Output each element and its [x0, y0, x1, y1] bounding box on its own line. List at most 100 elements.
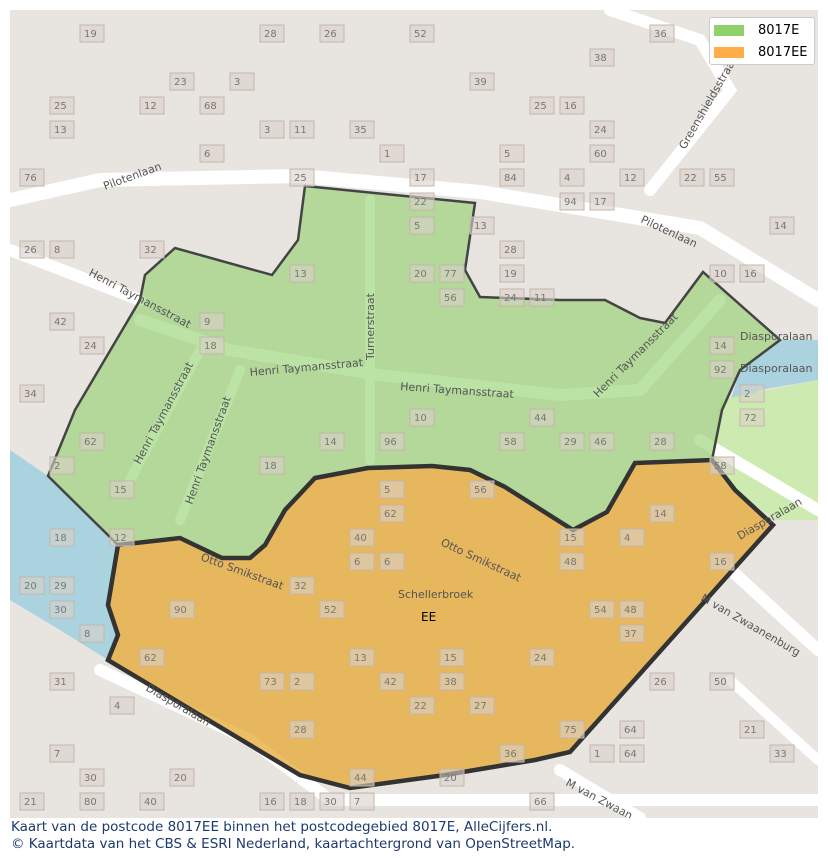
building	[769, 744, 795, 763]
house-number: 48	[624, 605, 637, 616]
house-number: 73	[264, 677, 277, 688]
building	[649, 504, 675, 523]
building	[169, 768, 195, 787]
house-number: 13	[354, 653, 367, 664]
house-number: 25	[294, 173, 307, 184]
house-number: 12	[624, 173, 637, 184]
house-number: 25	[54, 101, 67, 112]
building	[319, 432, 345, 451]
house-number: 52	[414, 29, 427, 40]
house-number: 5	[414, 221, 420, 232]
water	[712, 340, 818, 460]
building	[379, 552, 405, 571]
building	[49, 456, 75, 475]
building	[169, 600, 195, 619]
legend-item: 8017EE	[714, 42, 814, 62]
building	[619, 720, 645, 739]
building	[649, 672, 675, 691]
house-number: 8	[54, 245, 60, 256]
house-number: 18	[204, 341, 217, 352]
building	[559, 96, 585, 115]
building	[709, 672, 735, 691]
legend-label: 8017EE	[758, 44, 808, 60]
building	[139, 648, 165, 667]
building	[319, 24, 345, 43]
caption-attribution[interactable]: © Kaartdata van het CBS & ESRI Nederland…	[11, 836, 576, 852]
house-number: 66	[534, 797, 547, 808]
house-number: 12	[114, 533, 127, 544]
house-number: 6	[384, 557, 390, 568]
house-number: 34	[24, 389, 37, 400]
building	[379, 480, 405, 499]
building	[409, 216, 435, 235]
house-number: 58	[714, 461, 727, 472]
house-number: 19	[84, 29, 97, 40]
house-number: 56	[444, 293, 457, 304]
place-label: Schellerbroek	[398, 588, 474, 601]
house-number: 20	[24, 581, 37, 592]
building	[19, 168, 45, 187]
house-number: 21	[744, 725, 757, 736]
house-number: 7	[354, 797, 360, 808]
building	[709, 168, 735, 187]
building	[139, 792, 165, 811]
house-number: 50	[714, 677, 727, 688]
house-number: 60	[594, 149, 607, 160]
building	[529, 288, 555, 307]
house-number: 20	[444, 773, 457, 784]
building	[649, 432, 675, 451]
caption-title: Kaart van de postcode 8017EE binnen het …	[11, 819, 553, 835]
building	[619, 744, 645, 763]
building	[499, 432, 525, 451]
building	[139, 96, 165, 115]
building	[619, 168, 645, 187]
building	[769, 216, 795, 235]
building	[49, 96, 75, 115]
building	[379, 144, 405, 163]
house-number: 28	[654, 437, 667, 448]
building	[109, 480, 135, 499]
house-number: 94	[564, 197, 577, 208]
building	[349, 768, 375, 787]
house-number: 92	[714, 365, 727, 376]
building	[409, 192, 435, 211]
area-label: EE	[421, 610, 436, 624]
house-number: 16	[714, 557, 727, 568]
house-number: 20	[174, 773, 187, 784]
building	[199, 144, 225, 163]
building	[409, 24, 435, 43]
house-number: 18	[264, 461, 277, 472]
building	[19, 576, 45, 595]
house-number: 14	[774, 221, 787, 232]
building	[49, 744, 75, 763]
building	[289, 120, 315, 139]
house-number: 24	[84, 341, 97, 352]
region-8017EE[interactable]	[105, 457, 777, 791]
building	[79, 432, 105, 451]
building	[469, 72, 495, 91]
building	[469, 216, 495, 235]
house-number: 72	[744, 413, 757, 424]
building	[709, 552, 735, 571]
building	[49, 528, 75, 547]
street-label: Diasporalaan	[740, 362, 813, 375]
house-number: 3	[234, 77, 240, 88]
building	[739, 264, 765, 283]
park	[712, 380, 818, 520]
building	[79, 624, 105, 643]
building	[349, 120, 375, 139]
building	[199, 336, 225, 355]
building	[589, 432, 615, 451]
house-number: 32	[144, 245, 157, 256]
house-number: 22	[414, 197, 427, 208]
map[interactable]: 1416182022242628613151719212325272924232…	[10, 10, 818, 818]
building	[409, 408, 435, 427]
building	[529, 96, 555, 115]
legend: 8017E 8017EE	[709, 17, 815, 65]
house-number: 11	[534, 293, 547, 304]
building	[739, 408, 765, 427]
house-number: 24	[594, 125, 607, 136]
house-number: 16	[564, 101, 577, 112]
building	[259, 24, 285, 43]
building	[619, 624, 645, 643]
